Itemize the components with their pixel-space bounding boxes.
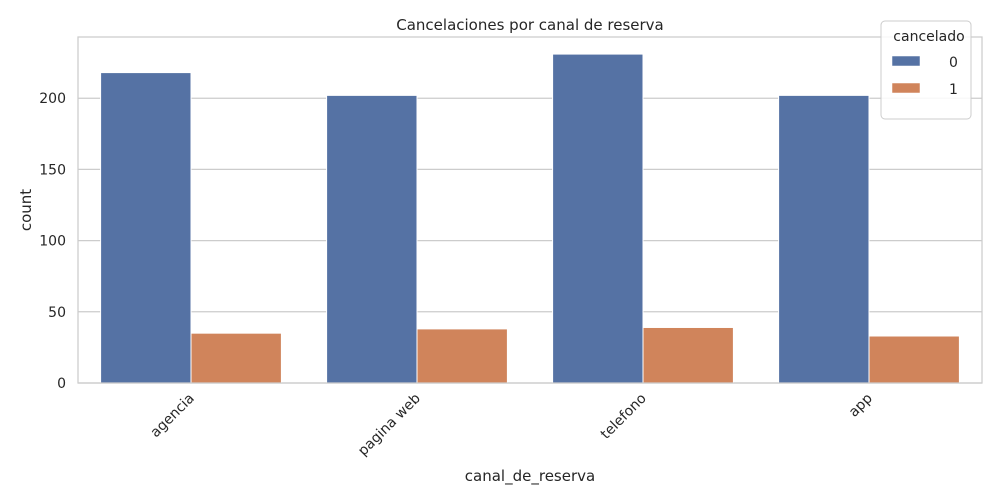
x-tick-label: agencia [148, 391, 198, 441]
legend-swatch-0 [891, 55, 921, 67]
x-axis-label: canal_de_reserva [465, 467, 595, 486]
y-tick-label: 200 [39, 91, 66, 107]
bar-pagina-web-cancelado-0 [326, 94, 418, 384]
y-tick-label: 150 [39, 162, 66, 178]
x-tick-label: app [846, 390, 876, 420]
legend-box [880, 20, 972, 120]
y-tick-label: 0 [57, 376, 66, 392]
x-tick-label: telefono [598, 391, 650, 443]
bar-agencia-cancelado-1 [190, 332, 282, 384]
x-axis-ticks: agencia pagina web telefono app [148, 390, 876, 459]
bar-app-cancelado-0 [778, 94, 870, 384]
bar-pagina-web-cancelado-1 [416, 328, 508, 384]
y-axis-ticks: 0 50 100 150 200 [39, 91, 66, 392]
bar-telefono-cancelado-1 [642, 326, 734, 384]
legend-title: cancelado [893, 29, 964, 45]
x-tick-label: pagina web [355, 390, 424, 459]
y-tick-label: 100 [39, 234, 66, 250]
bar-telefono-cancelado-0 [552, 53, 644, 384]
legend-swatch-1 [891, 82, 921, 94]
legend-label-1: 1 [949, 82, 958, 98]
y-tick-label: 50 [48, 305, 66, 321]
legend: cancelado 0 1 [880, 20, 972, 120]
plot-frame [77, 36, 983, 384]
y-axis-label: count [17, 189, 35, 231]
bar-app-cancelado-1 [868, 335, 960, 384]
bars-group [100, 53, 960, 384]
legend-label-0: 0 [949, 55, 958, 71]
chart-title: Cancelaciones por canal de reserva [396, 16, 664, 34]
bar-agencia-cancelado-0 [100, 72, 192, 384]
